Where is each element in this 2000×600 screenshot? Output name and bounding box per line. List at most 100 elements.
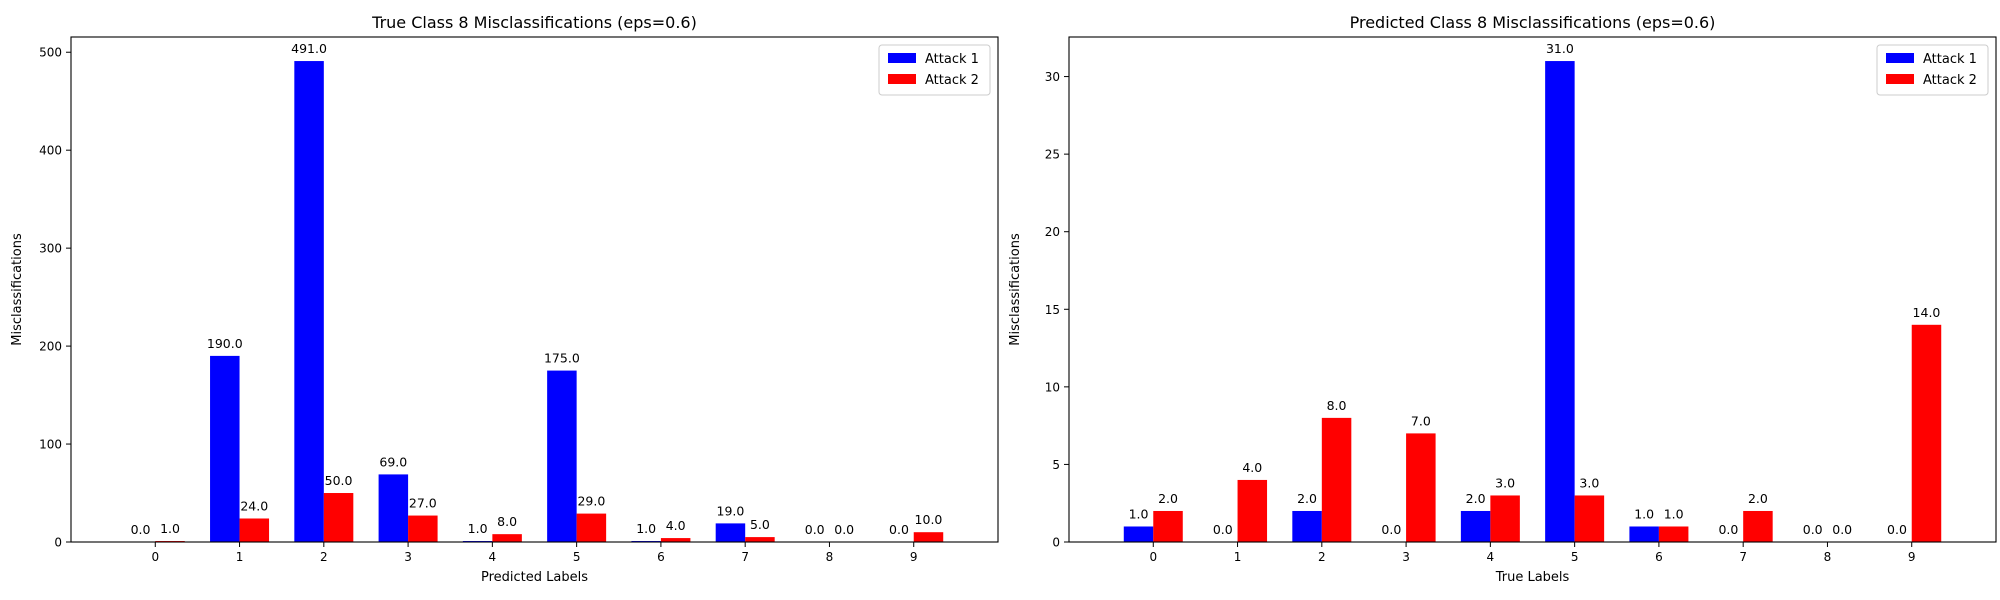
bar-1-3 (378, 474, 409, 542)
x-tick-label: 3 (1402, 550, 1410, 564)
bar-2-4 (1490, 495, 1520, 542)
legend-swatch (1886, 53, 1914, 63)
axes-frame (1068, 36, 1997, 543)
bar-1-2 (294, 61, 324, 543)
value-label: 29.0 (577, 494, 605, 509)
bar-2-5 (576, 513, 607, 542)
legend-swatch (888, 53, 916, 63)
value-label: 10.0 (915, 512, 943, 527)
y-tick-label: 0 (1052, 536, 1060, 550)
bar-1-0 (1123, 526, 1154, 542)
value-label: 1.0 (468, 521, 488, 536)
value-label: 2.0 (1466, 491, 1486, 506)
y-tick-label: 0 (54, 536, 62, 550)
bar-1-4 (1460, 510, 1491, 542)
y-tick-label: 15 (1045, 303, 1060, 317)
x-tick-label: 5 (1571, 550, 1579, 564)
value-label: 0.0 (1381, 522, 1401, 537)
value-label: 3.0 (1495, 475, 1515, 490)
value-label: 0.0 (1803, 522, 1823, 537)
x-tick-label: 4 (1487, 550, 1495, 564)
value-label: 175.0 (544, 351, 580, 366)
value-label: 2.0 (1748, 491, 1768, 506)
x-tick-label: 9 (1908, 550, 1916, 564)
value-label: 491.0 (291, 41, 327, 56)
x-tick-label: 7 (1739, 550, 1747, 564)
bar-2-3 (1406, 433, 1436, 542)
value-label: 2.0 (1297, 491, 1317, 506)
x-axis-label: Predicted Labels (481, 570, 588, 585)
bar-2-3 (408, 515, 438, 542)
x-tick-label: 8 (826, 550, 834, 564)
value-label: 4.0 (1242, 460, 1262, 475)
x-tick-label: 6 (1655, 550, 1663, 564)
bar-2-7 (1743, 510, 1773, 542)
y-tick-label: 200 (39, 340, 62, 354)
bar-2-9 (1911, 324, 1942, 542)
value-label: 8.0 (497, 514, 517, 529)
bar-2-6 (1658, 526, 1689, 542)
value-label: 1.0 (636, 521, 656, 536)
y-tick-label: 25 (1045, 148, 1060, 162)
x-axis-label: True Labels (1495, 570, 1570, 585)
legend-label: Attack 2 (925, 73, 979, 88)
x-tick-label: 6 (657, 550, 665, 564)
bar-2-6 (660, 538, 691, 542)
bar-2-4 (492, 534, 522, 542)
chart-panel-1: 1.00.02.00.02.031.01.00.0 0.0 0.02.04.08.0… (1008, 13, 1997, 585)
bar-2-1 (1237, 479, 1268, 542)
value-label: 0.0 (805, 522, 825, 537)
x-tick-label: 0 (1149, 550, 1157, 564)
y-tick-label: 400 (39, 144, 62, 158)
value-label: 0.0 (1887, 522, 1907, 537)
x-tick-label: 8 (1824, 550, 1832, 564)
value-label: 19.0 (717, 503, 745, 518)
y-tick-label: 10 (1045, 380, 1060, 394)
y-tick-label: 20 (1045, 225, 1060, 239)
value-label: 0.0 (1718, 522, 1738, 537)
value-label: 190.0 (207, 336, 243, 351)
x-tick-label: 3 (404, 550, 412, 564)
y-tick-label: 500 (39, 46, 62, 60)
bar-2-2 (1321, 417, 1352, 542)
value-label: 0.0 (1832, 522, 1852, 537)
x-tick-label: 1 (1234, 550, 1242, 564)
y-tick-label: 100 (39, 438, 62, 452)
y-axis-label: Misclassifications (1008, 233, 1023, 346)
y-tick-label: 300 (39, 242, 62, 256)
value-label: 3.0 (1579, 475, 1599, 490)
x-tick-label: 2 (320, 550, 328, 564)
bar-2-0 (1153, 510, 1183, 542)
chart-title: True Class 8 Misclassifications (eps=0.6… (371, 13, 697, 32)
bar-1-5 (547, 370, 577, 542)
value-label: 1.0 (1634, 506, 1654, 521)
x-tick-label: 2 (1318, 550, 1326, 564)
x-tick-label: 7 (741, 550, 749, 564)
value-label: 2.0 (1158, 491, 1178, 506)
x-tick-label: 9 (910, 550, 918, 564)
legend-label: Attack 1 (925, 52, 979, 67)
legend: Attack 1 Attack 2 (1876, 44, 1989, 96)
bar-2-7 (745, 537, 775, 542)
value-label: 14.0 (1913, 305, 1941, 320)
bar-2-9 (913, 532, 944, 542)
bar-1-5 (1545, 61, 1575, 543)
legend: Attack 1 Attack 2 (878, 44, 991, 96)
bar-2-2 (323, 493, 354, 542)
value-label: 0.0 (889, 522, 909, 537)
value-label: 1.0 (1129, 506, 1149, 521)
legend-swatch (1886, 74, 1914, 84)
y-tick-label: 5 (1052, 458, 1060, 472)
x-tick-label: 5 (573, 550, 581, 564)
value-label: 1.0 (1664, 506, 1684, 521)
value-label: 31.0 (1546, 41, 1574, 56)
value-label: 0.0 (131, 522, 151, 537)
chart-title: Predicted Class 8 Misclassifications (ep… (1350, 13, 1716, 32)
value-label: 5.0 (750, 517, 770, 532)
bar-1-1 (210, 355, 240, 542)
x-tick-label: 4 (489, 550, 497, 564)
axes-frame (70, 36, 999, 543)
bar-1-6 (1629, 526, 1659, 542)
